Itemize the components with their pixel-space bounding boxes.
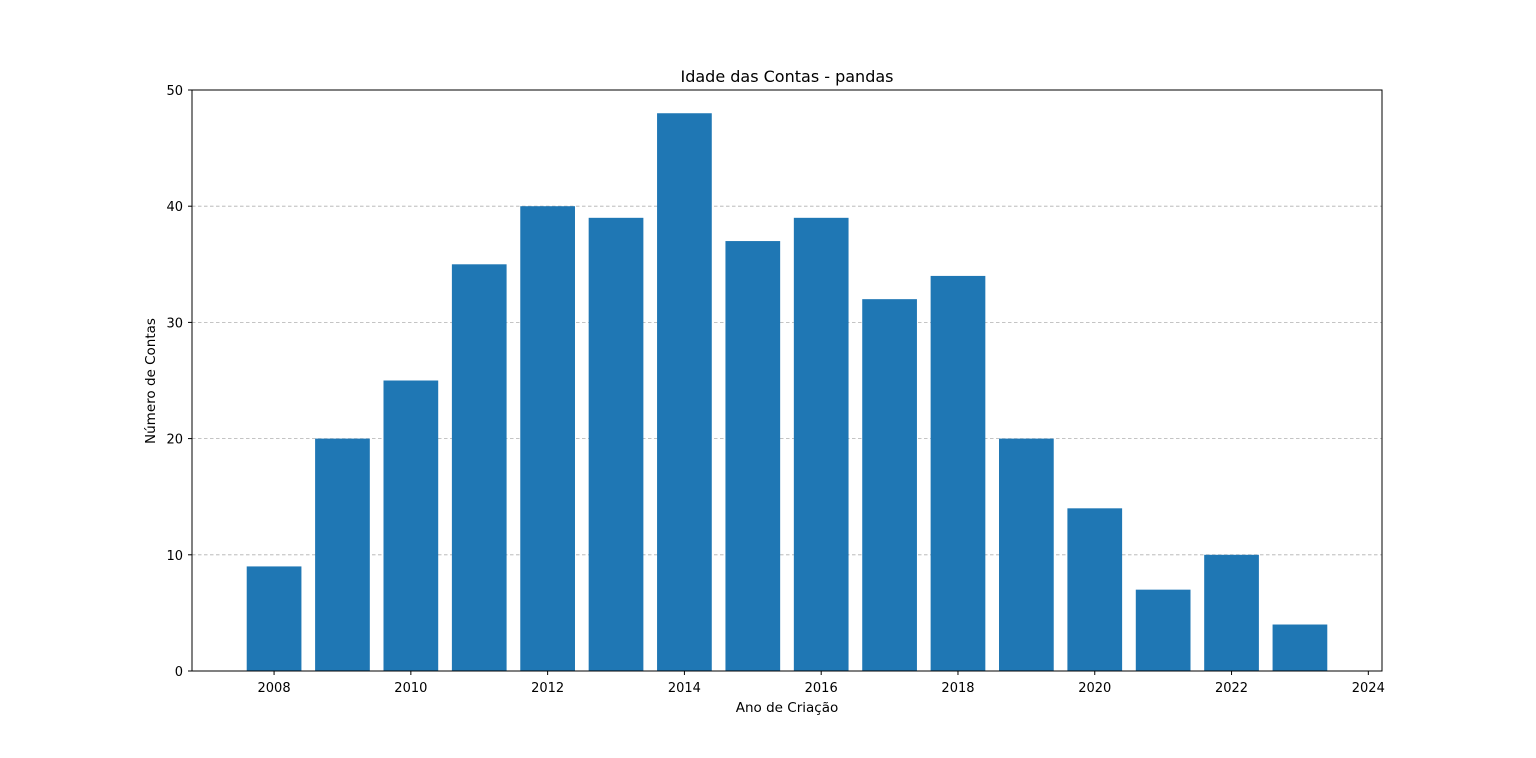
bar-2017 bbox=[862, 299, 917, 671]
x-tick-label-2024: 2024 bbox=[1352, 681, 1385, 696]
grid-lines bbox=[192, 89, 1382, 556]
bar-2009 bbox=[315, 438, 370, 671]
bar-2021 bbox=[1135, 589, 1191, 671]
chart-title: Idade das Contas - pandas bbox=[680, 67, 893, 86]
bar-2015 bbox=[725, 241, 781, 671]
y-tick-label-30: 30 bbox=[166, 316, 183, 331]
y-tick-label-50: 50 bbox=[166, 84, 183, 99]
x-tick-label-2008: 2008 bbox=[258, 681, 291, 696]
x-tick-label-2014: 2014 bbox=[668, 681, 701, 696]
bar-2020 bbox=[1067, 508, 1123, 671]
bar-2012 bbox=[520, 206, 575, 671]
y-tick-label-20: 20 bbox=[166, 433, 183, 448]
bar-2011 bbox=[451, 264, 507, 671]
bar-2023 bbox=[1272, 624, 1328, 671]
bar-2022 bbox=[1204, 554, 1259, 671]
x-tick-label-2012: 2012 bbox=[531, 681, 564, 696]
x-axis-ticks: 2008 2010 2012 2014 2016 2018 2020 2022 2024 bbox=[258, 671, 1385, 696]
x-tick-label-2010: 2010 bbox=[394, 681, 427, 696]
x-tick-label-2022: 2022 bbox=[1215, 681, 1248, 696]
x-axis-label: Ano de Criação bbox=[736, 700, 838, 716]
bar-2018 bbox=[930, 275, 986, 671]
y-tick-label-40: 40 bbox=[166, 200, 183, 215]
bars bbox=[246, 113, 1328, 672]
bar-2016 bbox=[793, 217, 849, 671]
x-tick-label-2020: 2020 bbox=[1078, 681, 1111, 696]
x-tick-label-2018: 2018 bbox=[941, 681, 974, 696]
plot-frame bbox=[191, 89, 1383, 672]
bar-2013 bbox=[588, 217, 644, 671]
y-axis-ticks: 0 10 20 30 40 50 bbox=[166, 84, 192, 680]
bar-2014 bbox=[657, 113, 712, 672]
bar-2010 bbox=[383, 380, 439, 671]
y-axis-label: Número de Contas bbox=[143, 318, 159, 444]
y-tick-label-10: 10 bbox=[166, 549, 183, 564]
bar-2008 bbox=[246, 566, 302, 671]
x-tick-label-2016: 2016 bbox=[805, 681, 838, 696]
bar-2019 bbox=[999, 438, 1054, 671]
y-tick-label-0: 0 bbox=[175, 665, 183, 680]
